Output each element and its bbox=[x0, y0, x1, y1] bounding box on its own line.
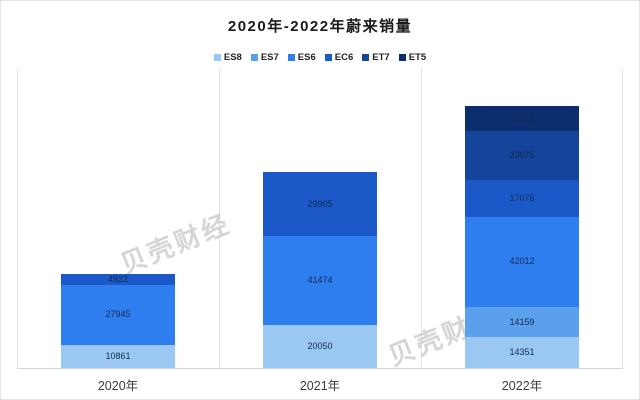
segment-value-label: 11813 bbox=[509, 112, 535, 123]
legend-label: ET5 bbox=[408, 52, 427, 63]
segment-value-label: 14159 bbox=[509, 316, 535, 327]
chart-legend: ES8 ES7 ES6 EC6 ET7 ET5 bbox=[1, 52, 639, 63]
x-axis-label-2022年: 2022年 bbox=[501, 379, 543, 393]
bar-segment-ec6: 4922 bbox=[61, 274, 175, 285]
segment-value-label: 27945 bbox=[105, 309, 131, 320]
segment-value-label: 14351 bbox=[509, 347, 535, 358]
bar-2021年: 20050 41474 29905 bbox=[263, 172, 377, 368]
segment-value-label: 29905 bbox=[307, 198, 333, 209]
bar-segment-es6: 42012 bbox=[465, 216, 579, 307]
grid-line bbox=[219, 69, 220, 368]
segment-value-label: 42012 bbox=[509, 256, 535, 267]
bar-segment-ec6: 17076 bbox=[465, 180, 579, 217]
x-axis: 2020年 2021年 2022年 bbox=[17, 375, 623, 397]
legend-label: ES7 bbox=[260, 52, 279, 63]
legend-item-et7: ET7 bbox=[362, 52, 390, 63]
x-axis-label-2021年: 2021年 bbox=[299, 379, 341, 393]
bar-segment-ec6: 29905 bbox=[263, 172, 377, 237]
segment-value-label: 23075 bbox=[509, 150, 535, 161]
bar-segment-es8: 10861 bbox=[61, 344, 175, 368]
legend-swatch-icon bbox=[287, 54, 295, 61]
watermark-text: 贝壳财经 bbox=[116, 208, 235, 280]
legend-label: EC6 bbox=[334, 52, 354, 63]
bar-segment-et7: 23075 bbox=[465, 130, 579, 181]
bar-segment-es8: 20050 bbox=[263, 325, 377, 368]
segment-value-label: 10861 bbox=[105, 350, 131, 361]
grid-line bbox=[421, 69, 422, 368]
bar-segment-es6: 41474 bbox=[263, 236, 377, 326]
legend-item-ec6: EC6 bbox=[324, 52, 354, 63]
legend-label: ES8 bbox=[223, 52, 242, 63]
legend-swatch-icon bbox=[362, 54, 370, 61]
legend-swatch-icon bbox=[398, 54, 406, 61]
bar-2020年: 10861 27945 4922 bbox=[61, 274, 175, 368]
segment-value-label: 20050 bbox=[307, 341, 333, 352]
segment-value-label: 4922 bbox=[107, 274, 129, 285]
bar-2022年: 14351 14159 42012 17076 23075 11813 bbox=[465, 105, 579, 368]
legend-item-et5: ET5 bbox=[398, 52, 427, 63]
legend-swatch-icon bbox=[213, 54, 221, 61]
x-axis-label-2020年: 2020年 bbox=[97, 379, 139, 393]
bar-segment-es6: 27945 bbox=[61, 284, 175, 345]
segment-value-label: 41474 bbox=[307, 275, 333, 286]
bar-segment-es7: 14159 bbox=[465, 306, 579, 338]
legend-swatch-icon bbox=[250, 54, 258, 61]
legend-label: ET7 bbox=[372, 52, 390, 63]
legend-swatch-icon bbox=[324, 54, 332, 61]
legend-item-es8: ES8 bbox=[213, 52, 242, 63]
legend-item-es7: ES7 bbox=[250, 52, 279, 63]
legend-label: ES6 bbox=[297, 52, 316, 63]
bar-segment-es8: 14351 bbox=[465, 337, 579, 368]
grid-line bbox=[17, 69, 18, 368]
legend-item-es6: ES6 bbox=[287, 52, 316, 63]
grid-line bbox=[622, 69, 623, 368]
plot-area: 贝壳财经 贝壳财经 10861 27945 4922 20050 41474 29905 1… bbox=[17, 69, 623, 372]
segment-value-label: 17076 bbox=[509, 193, 535, 204]
chart-title: 2020年-2022年蔚来销量 bbox=[227, 18, 413, 35]
bar-segment-et5: 11813 bbox=[465, 105, 579, 131]
